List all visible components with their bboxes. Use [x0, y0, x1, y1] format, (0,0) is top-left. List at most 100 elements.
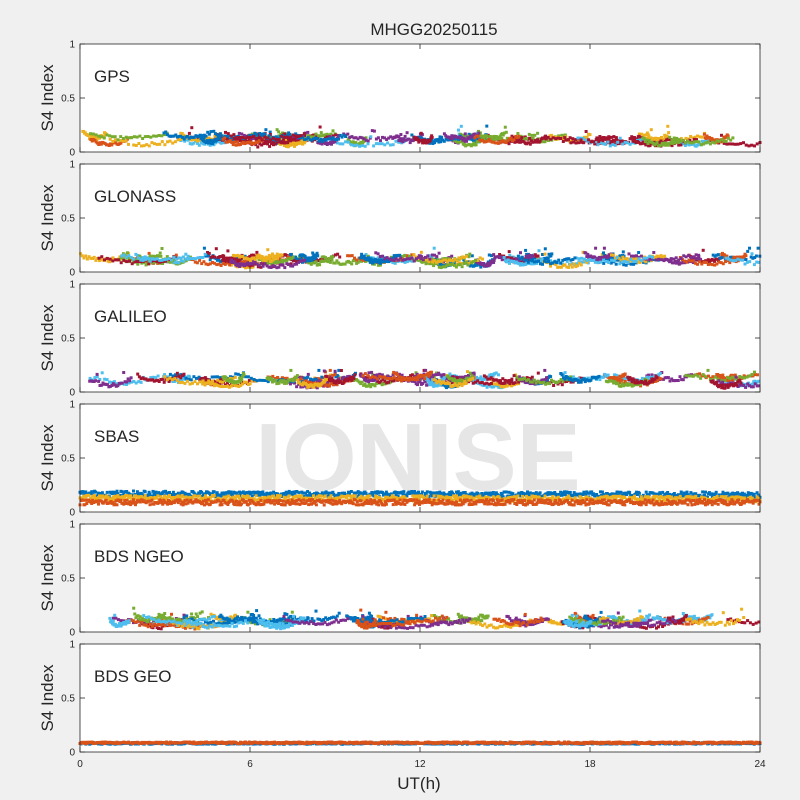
data-point: [163, 259, 167, 263]
data-point: [353, 373, 357, 377]
data-point: [678, 375, 682, 379]
data-point: [615, 138, 618, 142]
data-point: [514, 134, 518, 138]
data-point: [327, 258, 331, 261]
data-point: [187, 136, 191, 140]
data-point: [435, 255, 439, 259]
data-point: [324, 256, 327, 260]
data-point: [260, 138, 264, 142]
data-point: [103, 377, 107, 381]
data-point: [578, 261, 581, 265]
data-point: [706, 258, 710, 262]
data-point: [139, 258, 143, 262]
data-point: [565, 380, 569, 383]
data-point: [252, 256, 256, 260]
data-point: [252, 134, 256, 138]
data-point: [458, 263, 462, 267]
data-point: [438, 259, 442, 263]
data-point: [350, 262, 354, 266]
data-point: [250, 379, 254, 383]
data-point: [213, 375, 217, 379]
data-point: [197, 375, 201, 379]
data-point: [466, 263, 470, 267]
data-point: [574, 141, 578, 145]
data-point: [500, 136, 504, 140]
data-point: [294, 376, 298, 380]
data-point: [367, 383, 371, 386]
data-point: [174, 257, 178, 261]
data-point: [600, 375, 603, 379]
data-point: [453, 263, 456, 267]
data-point: [521, 377, 525, 381]
data-point: [720, 133, 723, 137]
data-point: [506, 139, 510, 142]
data-point: [413, 380, 417, 384]
data-point: [302, 132, 306, 136]
data-point: [280, 258, 284, 262]
data-point: [374, 137, 378, 141]
data-point: [537, 259, 540, 263]
data-point: [585, 259, 589, 262]
data-point: [535, 260, 538, 264]
data-point: [220, 385, 224, 389]
data-point: [137, 375, 141, 379]
data-point: [167, 380, 171, 383]
data-point: [510, 380, 514, 384]
data-point: [530, 137, 533, 141]
data-point: [259, 262, 263, 265]
data-point: [675, 379, 679, 382]
data-point: [596, 137, 600, 141]
data-point: [451, 259, 455, 263]
data-point: [351, 259, 355, 263]
data-point: [206, 263, 210, 267]
data-point: [634, 260, 638, 263]
data-point: [206, 130, 210, 134]
y-tick-label: 0: [69, 148, 75, 159]
data-point: [626, 141, 630, 145]
data-point: [430, 134, 434, 138]
data-point: [696, 134, 700, 138]
data-point: [164, 130, 168, 134]
data-point: [254, 262, 257, 266]
data-point: [461, 375, 465, 379]
data-point: [440, 259, 444, 263]
data-point: [333, 140, 337, 144]
data-point: [565, 259, 569, 263]
data-point: [333, 261, 337, 265]
data-point: [440, 135, 444, 139]
data-point: [180, 373, 184, 377]
data-point: [284, 379, 287, 383]
data-point: [505, 136, 509, 140]
data-point: [94, 135, 98, 139]
data-point: [186, 134, 189, 138]
data-point: [295, 257, 298, 261]
data-point: [607, 137, 611, 141]
data-point: [125, 137, 129, 141]
data-point: [528, 256, 532, 260]
data-point: [602, 251, 605, 255]
data-point: [693, 261, 697, 265]
data-point: [91, 257, 94, 260]
data-point: [592, 140, 596, 144]
data-point: [529, 377, 533, 381]
data-point: [638, 260, 642, 264]
data-point: [387, 380, 390, 384]
data-point: [95, 137, 99, 141]
data-point: [467, 374, 470, 377]
data-point: [446, 138, 450, 142]
data-point: [325, 375, 329, 379]
data-point: [501, 139, 505, 143]
data-point: [540, 381, 544, 385]
data-point: [642, 259, 646, 263]
data-point: [182, 372, 186, 376]
data-point: [372, 260, 376, 264]
data-point: [249, 376, 253, 380]
data-point: [228, 376, 232, 380]
data-point: [481, 138, 485, 142]
data-point: [696, 374, 700, 378]
data-point: [436, 373, 440, 376]
data-point: [589, 140, 593, 144]
data-point: [203, 252, 207, 256]
data-point: [408, 259, 412, 263]
data-point: [182, 137, 186, 141]
